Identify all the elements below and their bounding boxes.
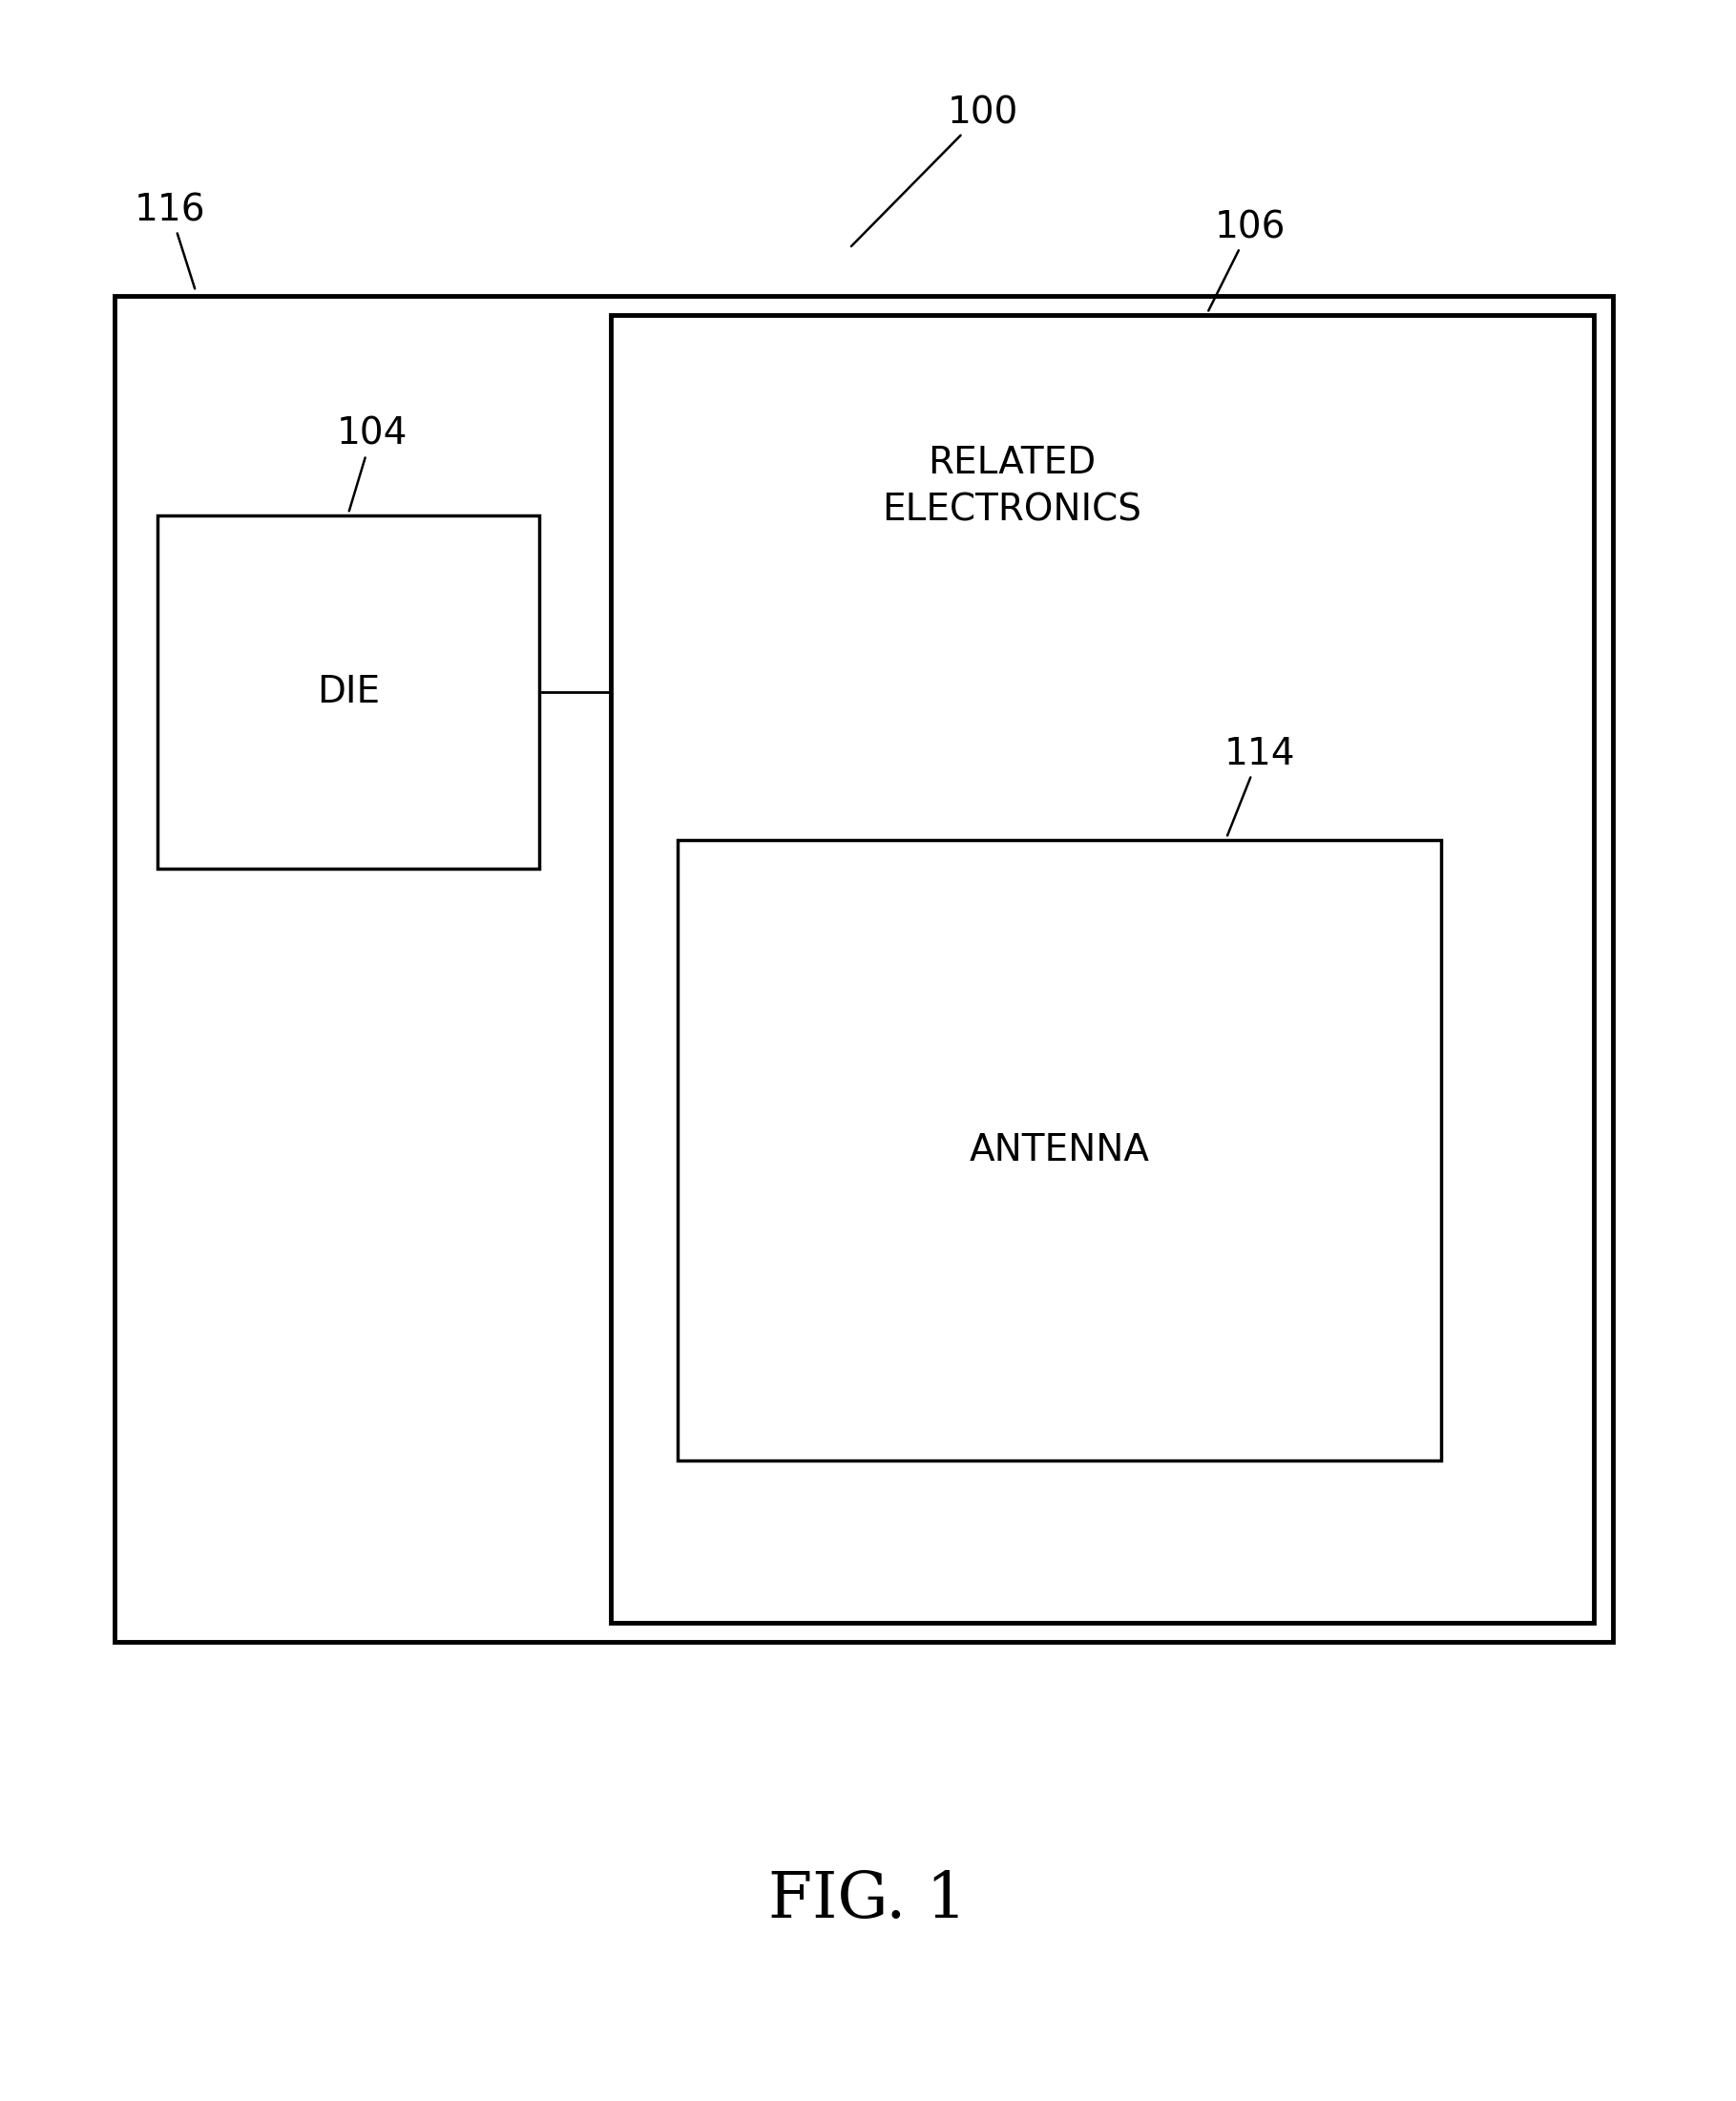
Text: 116: 116: [134, 191, 205, 288]
Text: 114: 114: [1224, 735, 1295, 836]
Text: 106: 106: [1208, 210, 1286, 311]
Text: 104: 104: [337, 416, 408, 511]
Text: 100: 100: [851, 95, 1019, 246]
Text: ANTENNA: ANTENNA: [969, 1132, 1149, 1168]
Bar: [677, 840, 1441, 1460]
Text: RELATED
ELECTRONICS: RELATED ELECTRONICS: [882, 445, 1141, 529]
Bar: [158, 515, 540, 868]
Bar: [115, 296, 1613, 1641]
Text: DIE: DIE: [316, 674, 380, 710]
Text: FIG. 1: FIG. 1: [769, 1868, 967, 1931]
Bar: [611, 315, 1594, 1622]
